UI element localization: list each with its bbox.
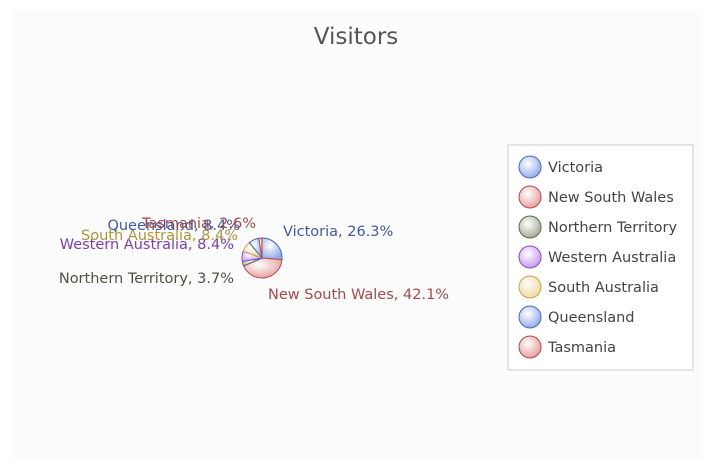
slice-label-new-south-wales: New South Wales, 42.1% <box>268 287 449 303</box>
pie-slice-victoria <box>261 237 283 261</box>
legend-marker-northern-territory <box>518 215 542 239</box>
pie-slice-new-south-wales <box>243 257 283 279</box>
legend-label-tasmania: Tasmania <box>547 340 616 356</box>
slice-label-western-australia: Western Australia, 8.4% <box>60 237 234 253</box>
legend-marker-tasmania <box>518 335 542 359</box>
legend-label-south-australia: South Australia <box>548 280 659 296</box>
pie-slice-tasmania <box>258 237 263 259</box>
legend-label-queensland: Queensland <box>548 310 635 326</box>
legend-marker-south-australia <box>518 275 542 299</box>
slice-labels: Victoria, 26.3% New South Wales, 42.1% Nor… <box>59 216 449 303</box>
legend: Victoria New South Wales Northern Territor… <box>507 144 694 371</box>
chart-title: Visitors <box>314 24 399 50</box>
legend-label-northern-territory: Northern Territory <box>548 220 678 236</box>
legend-marker-queensland <box>518 305 542 329</box>
slice-label-northern-territory: Northern Territory, 3.7% <box>59 271 234 287</box>
slice-label-south-australia: South Australia, 8.4% <box>81 228 238 244</box>
legend-label-western-australia: Western Australia <box>548 250 676 266</box>
slice-label-tasmania: Tasmania, 2.6% <box>141 216 256 232</box>
legend-marker-western-australia <box>518 245 542 269</box>
slice-label-queensland: Queensland, 8.4% <box>107 218 240 234</box>
legend-label-victoria: Victoria <box>548 160 603 176</box>
slice-label-victoria: Victoria, 26.3% <box>283 224 393 240</box>
legend-label-new-south-wales: New South Wales <box>548 190 674 206</box>
pie-slices <box>241 237 283 279</box>
legend-marker-new-south-wales <box>518 185 542 209</box>
legend-marker-victoria <box>518 155 542 179</box>
